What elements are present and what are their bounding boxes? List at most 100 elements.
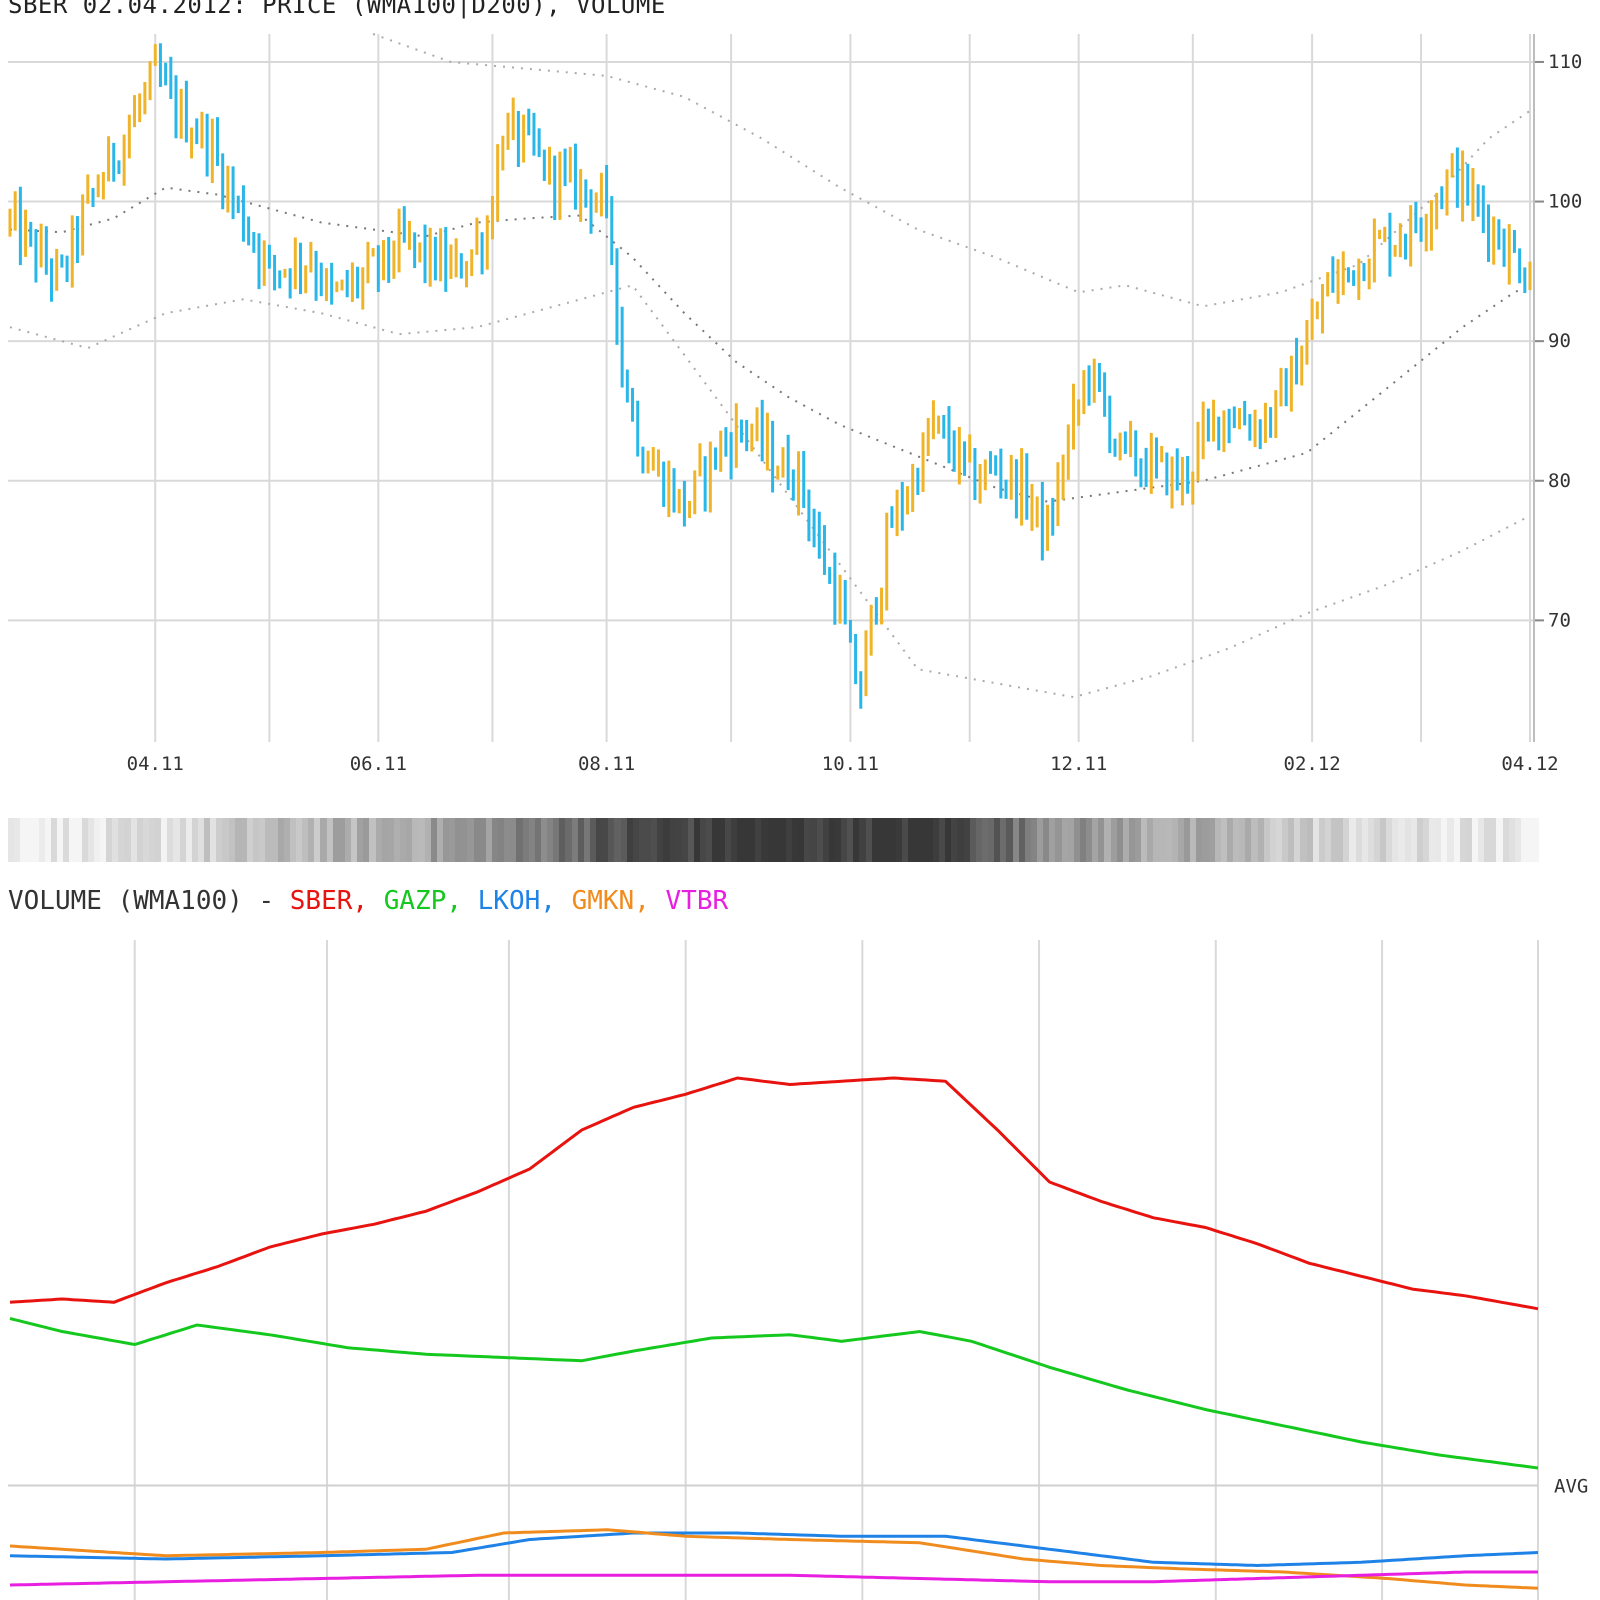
heat-cell <box>400 818 407 862</box>
heat-cell <box>528 818 535 862</box>
heat-cell <box>681 818 688 862</box>
heat-cell <box>357 818 364 862</box>
heat-cell <box>393 818 400 862</box>
heat-cell <box>1079 818 1086 862</box>
heat-cell <box>804 818 811 862</box>
heat-cell <box>106 818 113 862</box>
heat-cell <box>1435 818 1442 862</box>
heat-cell <box>638 818 645 862</box>
heat-cell <box>289 818 296 862</box>
volume-legend: VOLUME (WMA100) - SBER, GAZP, LKOH, GMKN… <box>8 886 728 916</box>
heat-cell <box>1367 818 1374 862</box>
heat-cell <box>271 818 278 862</box>
heat-cell <box>1508 818 1515 862</box>
heat-cell <box>1490 818 1497 862</box>
heat-cell <box>130 818 137 862</box>
volume-line-sber <box>9 1076 1539 1311</box>
heat-cell <box>485 818 492 862</box>
heat-cell <box>547 818 554 862</box>
heat-cell <box>185 818 192 862</box>
heat-cell <box>246 818 253 862</box>
heat-cell <box>1318 818 1325 862</box>
heat-cell <box>449 818 456 862</box>
heat-cell <box>828 818 835 862</box>
heat-cell <box>510 818 517 862</box>
heat-cell <box>1324 818 1331 862</box>
heat-cell <box>1030 818 1037 862</box>
heat-cell <box>730 818 737 862</box>
heat-cell <box>1165 818 1172 862</box>
heat-cell <box>540 818 547 862</box>
heat-cell <box>669 818 676 862</box>
heat-cell <box>222 818 229 862</box>
heat-cell <box>608 818 615 862</box>
heat-cell <box>932 818 939 862</box>
heat-cell <box>118 818 125 862</box>
heat-cell <box>1459 818 1466 862</box>
heat-cell <box>173 818 180 862</box>
heat-cell <box>963 818 970 862</box>
heat-cell <box>161 818 168 862</box>
heat-cell <box>375 818 382 862</box>
heat-cell <box>57 818 64 862</box>
heat-cell <box>798 818 805 862</box>
heat-cell <box>26 818 33 862</box>
volume-line-gazp <box>9 1317 1539 1470</box>
heat-cell <box>1361 818 1368 862</box>
heat-cell <box>344 818 351 862</box>
heat-cell <box>865 818 872 862</box>
heat-cell <box>112 818 119 862</box>
heat-cell <box>834 818 841 862</box>
heat-cell <box>295 818 302 862</box>
heat-cell <box>1441 818 1448 862</box>
heat-cell <box>675 818 682 862</box>
heat-cell <box>240 818 247 862</box>
heat-cell <box>951 818 958 862</box>
heat-cell <box>1343 818 1350 862</box>
price-bars <box>8 43 1532 709</box>
heat-cell <box>853 818 860 862</box>
heat-cell <box>265 818 272 862</box>
heat-cell <box>718 818 725 862</box>
heat-cell <box>308 818 315 862</box>
heat-cell <box>1275 818 1282 862</box>
heat-cell <box>1196 818 1203 862</box>
heat-cell <box>277 818 284 862</box>
volume-line-vtbr <box>9 1570 1538 1587</box>
x-tick-label: 10.11 <box>822 753 879 775</box>
heat-cell <box>914 818 921 862</box>
heat-cell <box>461 818 468 862</box>
heat-cell <box>20 818 27 862</box>
heat-cell <box>210 818 217 862</box>
y-tick-label: 80 <box>1548 470 1571 492</box>
heat-cell <box>1520 818 1527 862</box>
heat-cell <box>1012 818 1019 862</box>
heat-cell <box>142 818 149 862</box>
heat-cell <box>877 818 884 862</box>
heat-cell <box>1092 818 1099 862</box>
heat-cell <box>1294 818 1301 862</box>
heat-cell <box>387 818 394 862</box>
heat-cell <box>1110 818 1117 862</box>
wma-line <box>9 186 1531 503</box>
heat-cell <box>939 818 946 862</box>
heat-cell <box>326 818 333 862</box>
heat-cell <box>945 818 952 862</box>
heat-cell <box>773 818 780 862</box>
price-chart: 70 80 90 100 110 04.11 06.11 08.11 10.11 12.11 02.… <box>8 33 1582 775</box>
heat-cell <box>50 818 57 862</box>
heat-cell <box>1422 818 1429 862</box>
x-tick-label: 04.12 <box>1501 753 1558 775</box>
heat-cell <box>687 818 694 862</box>
heat-cell <box>969 818 976 862</box>
heat-cell <box>994 818 1001 862</box>
volume-line-lkoh <box>9 1531 1539 1568</box>
heat-cell <box>516 818 523 862</box>
heat-cell <box>167 818 174 862</box>
heat-cell <box>1306 818 1313 862</box>
y-tick-label: 100 <box>1548 191 1582 213</box>
heat-cell <box>1337 818 1344 862</box>
heat-cell <box>302 818 309 862</box>
heat-cell <box>1484 818 1491 862</box>
heat-cell <box>1239 818 1246 862</box>
